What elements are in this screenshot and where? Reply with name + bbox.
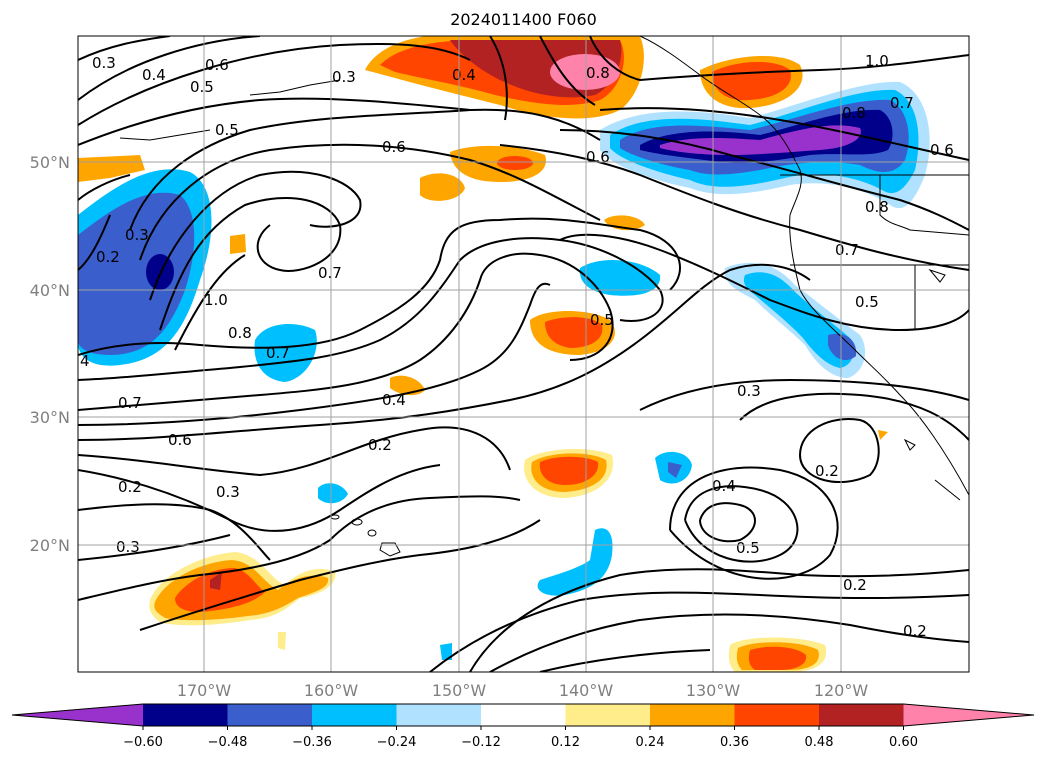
- contour-label: 0.7: [318, 264, 342, 282]
- colorbar-tick-label: −0.24: [377, 735, 417, 750]
- contour-label: 0.5: [736, 539, 760, 557]
- contour-label: 0.4: [142, 66, 166, 84]
- contour-label: 0.7: [266, 344, 290, 362]
- lon-label: 140°W: [559, 681, 614, 700]
- lat-label: 30°N: [30, 408, 70, 427]
- map-title: 2024011400 F060: [450, 10, 597, 29]
- contour-label: 0.3: [216, 483, 240, 501]
- colorbar-tick-label: 0.12: [551, 735, 580, 750]
- contour-label: 0.4: [452, 66, 476, 84]
- contour-label: 0.6: [930, 141, 954, 159]
- contour-label: 0.8: [842, 104, 866, 122]
- contour-labels: 0.3 0.4 0.6 0.5 0.3 0.4 0.8 1.0 0.7 0.8 …: [80, 52, 954, 640]
- contour-label: 0.5: [855, 293, 879, 311]
- lat-label: 20°N: [30, 536, 70, 555]
- lon-label: 160°W: [304, 681, 359, 700]
- contour-label: 0.3: [116, 538, 140, 556]
- contour-lines: [78, 36, 969, 672]
- colorbar-tick-label: 0.60: [889, 735, 918, 750]
- colorbar-tick-label: −0.48: [208, 735, 248, 750]
- contour-label: 0.3: [92, 54, 116, 72]
- colorbar-tick-label: −0.36: [292, 735, 332, 750]
- contour-label: 0.5: [590, 311, 614, 329]
- contour-label: 0.7: [118, 394, 142, 412]
- longitude-labels: 170°W 160°W 150°W 140°W 130°W 120°W: [177, 681, 869, 700]
- lat-label: 40°N: [30, 281, 70, 300]
- lon-label: 150°W: [432, 681, 487, 700]
- colorbar-segment: [650, 704, 735, 726]
- colorbar-segment: [565, 704, 651, 726]
- colorbar-segment: [312, 704, 397, 726]
- colorbar-segment: [734, 704, 820, 726]
- colorbar-extend-high: [903, 704, 1034, 726]
- colorbar-tick-label: 0.36: [720, 735, 749, 750]
- colorbar-tick-label: 0.48: [805, 735, 834, 750]
- contour-label: 0.4: [712, 477, 736, 495]
- colorbar-tick-label: −0.12: [461, 735, 501, 750]
- lon-label: 130°W: [686, 681, 741, 700]
- contour-label: 0.8: [228, 324, 252, 342]
- contour-label: 0.5: [215, 121, 239, 139]
- lon-label: 120°W: [814, 681, 869, 700]
- colorbar-segment: [143, 704, 228, 726]
- contour-label: 0.3: [737, 382, 761, 400]
- contour-label: 0.7: [835, 241, 859, 259]
- contour-label: 0.2: [118, 478, 142, 496]
- colorbar-segment: [481, 704, 566, 726]
- contour-label: 0.2: [903, 622, 927, 640]
- contour-label: 0.8: [586, 64, 610, 82]
- contour-label: 0.6: [586, 148, 610, 166]
- contour-label: 0.6: [205, 56, 229, 74]
- colorbar-tick-label: −0.60: [123, 735, 163, 750]
- colorbar-segment: [227, 704, 313, 726]
- contour-label: 0.2: [815, 462, 839, 480]
- contour-label: 1.0: [865, 52, 889, 70]
- contour-label: 0.3: [125, 226, 149, 244]
- contour-label: 0.3: [332, 68, 356, 86]
- colorbar-segment: [396, 704, 482, 726]
- latitude-labels: 20°N 30°N 40°N 50°N: [30, 153, 70, 555]
- lon-label: 170°W: [177, 681, 232, 700]
- contour-label: 4: [80, 352, 90, 370]
- contour-label: 1.0: [204, 291, 228, 309]
- contour-label: 0.6: [382, 138, 406, 156]
- colorbar-extend-low: [12, 704, 143, 726]
- lat-label: 50°N: [30, 153, 70, 172]
- colorbar-segment: [819, 704, 904, 726]
- contour-label: 0.5: [190, 78, 214, 96]
- contour-label: 0.2: [368, 436, 392, 454]
- contour-label: 0.7: [890, 94, 914, 112]
- contour-label: 0.8: [865, 198, 889, 216]
- contour-label: 0.2: [96, 248, 120, 266]
- contour-label: 0.6: [168, 431, 192, 449]
- coastlines: [119, 36, 969, 501]
- contour-label: 0.2: [843, 576, 867, 594]
- map-area: 0.3 0.4 0.6 0.5 0.3 0.4 0.8 1.0 0.7 0.8 …: [78, 36, 969, 672]
- colorbar: −0.60 −0.48 −0.36 −0.24 −0.12 0.12 0.24 0.36 0.4…: [11, 703, 1035, 750]
- contour-label: 0.4: [382, 391, 406, 409]
- colorbar-tick-label: 0.24: [636, 735, 665, 750]
- map-frame: [77, 35, 970, 673]
- graticule: [78, 36, 969, 672]
